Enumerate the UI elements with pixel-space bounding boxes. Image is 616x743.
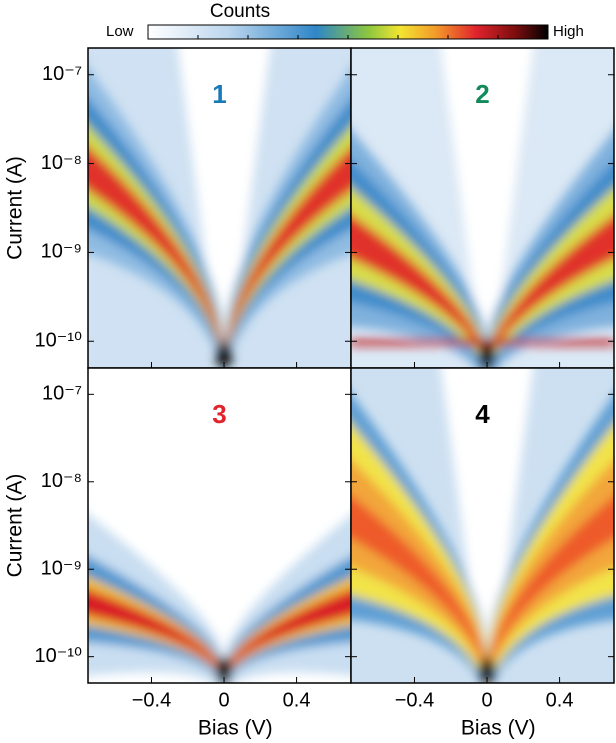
y-axis-label: Current (A) (4, 474, 27, 578)
panel: 2 (350, 47, 615, 369)
density-layers (351, 368, 614, 683)
x-tick-label: 0 (218, 689, 229, 711)
x-tick-label: 0.4 (546, 689, 574, 711)
panel: −0.4 0 0.4 4 Bias (V) (350, 367, 615, 740)
density-map (351, 368, 614, 683)
density-gap (441, 368, 534, 683)
panel: 10⁻⁷ 10⁻⁸ 10⁻⁹ 10⁻¹⁰ 1 Current (A) (4, 47, 352, 369)
x-axis-label: Bias (V) (198, 717, 273, 740)
density-map (88, 48, 351, 368)
density-peak (216, 657, 233, 683)
density-map (351, 48, 614, 368)
x-tick-label: −0.4 (132, 689, 171, 711)
density-peak (216, 342, 233, 368)
density-band (88, 125, 351, 368)
x-axis-label: Bias (V) (461, 717, 536, 740)
panel-label: 2 (475, 79, 489, 109)
x-tick-label: 0 (481, 689, 492, 711)
density-layers (88, 368, 351, 683)
y-tick-label: 10⁻⁷ (42, 383, 82, 405)
density-gap (178, 48, 271, 368)
x-tick-label: −0.4 (395, 689, 434, 711)
panel-label: 1 (212, 79, 226, 109)
y-tick-label: 10⁻⁷ (42, 63, 82, 85)
y-tick-label: 10⁻⁸ (41, 152, 82, 174)
density-layers (88, 48, 351, 368)
panel: 10⁻⁷ 10⁻⁸ 10⁻⁹ 10⁻¹⁰ −0.4 0 0.4 3 Current (A) Bia… (4, 367, 352, 740)
colorbar-title: Counts (210, 1, 270, 22)
colorbar-low: Low (106, 23, 134, 40)
y-tick-label: 10⁻⁹ (41, 241, 82, 263)
x-tick-label: 0.4 (283, 689, 311, 711)
density-band (351, 160, 614, 368)
panel-frame (350, 367, 615, 684)
density-gap (178, 368, 271, 683)
density-gap (441, 48, 534, 368)
y-axis-label: Current (A) (4, 156, 27, 260)
panel-label: 3 (212, 399, 226, 429)
density-layers (351, 48, 614, 368)
density-band (351, 423, 614, 683)
y-tick-label: 10⁻⁹ (41, 558, 82, 580)
density-band (88, 556, 351, 683)
density-map (88, 368, 351, 683)
y-tick-label: 10⁻¹⁰ (35, 645, 82, 667)
colorbar: Counts Low High (106, 1, 584, 40)
panel-label: 4 (475, 399, 490, 429)
density-peak (479, 657, 496, 683)
density-line (351, 339, 614, 346)
density-peak (479, 342, 496, 368)
colorbar-high: High (553, 23, 584, 40)
y-tick-label: 10⁻⁸ (41, 470, 82, 492)
y-tick-label: 10⁻¹⁰ (35, 330, 82, 352)
